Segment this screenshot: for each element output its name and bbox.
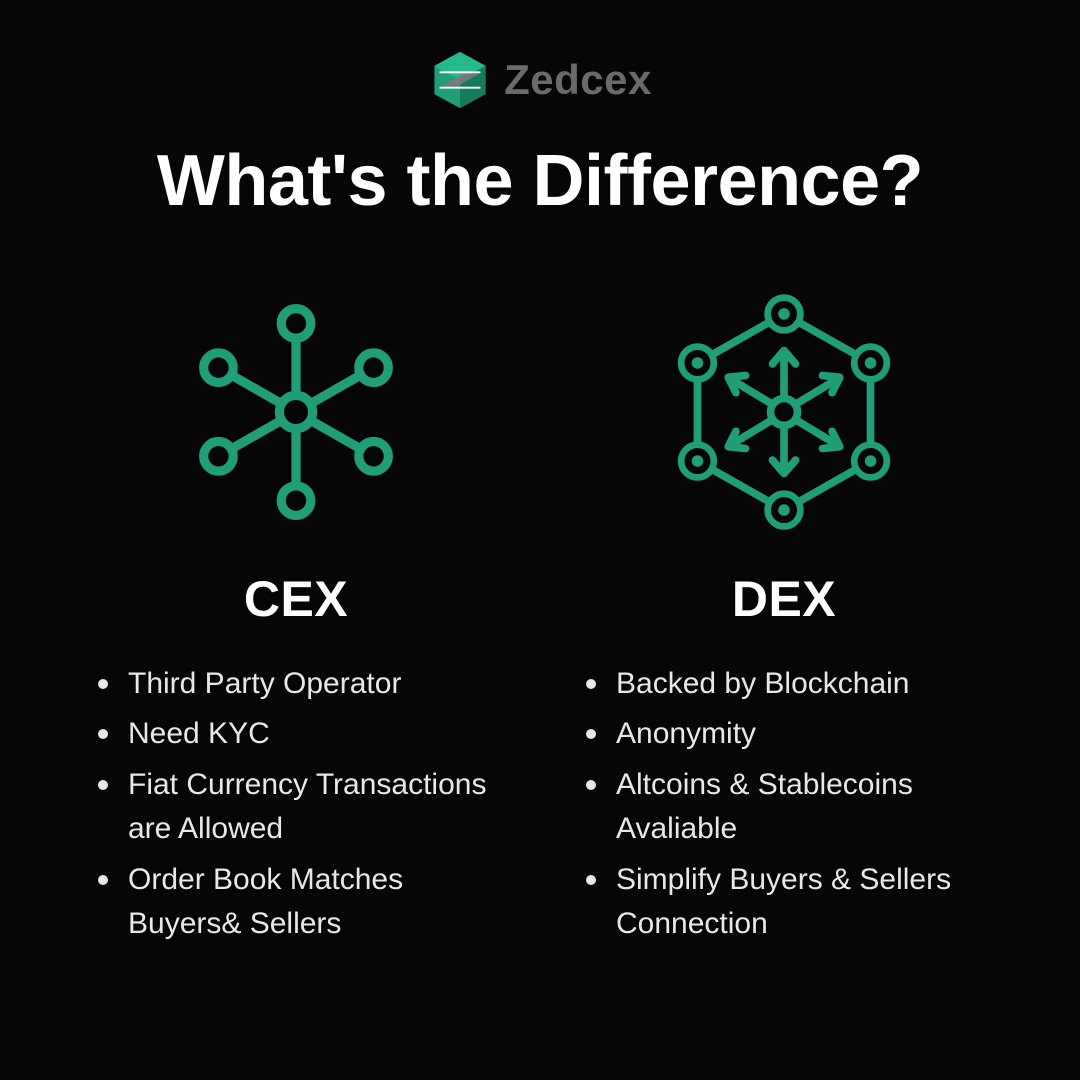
infographic-container: Zedcex What's the Difference? — [0, 0, 1080, 1080]
centralized-hub-icon — [176, 292, 416, 532]
dex-title: DEX — [732, 570, 836, 628]
list-item: Need KYC — [90, 712, 510, 756]
list-item: Anonymity — [578, 712, 998, 756]
column-dex: DEX Backed by Blockchain Anonymity Altco… — [570, 282, 998, 952]
list-item: Order Book Matches Buyers& Sellers — [90, 858, 510, 947]
dex-bullets: Backed by Blockchain Anonymity Altcoins … — [570, 662, 998, 952]
list-item: Backed by Blockchain — [578, 662, 998, 706]
cex-title: CEX — [244, 570, 348, 628]
list-item: Third Party Operator — [90, 662, 510, 706]
headline: What's the Difference? — [157, 140, 923, 222]
cex-icon-wrap — [166, 282, 426, 542]
cex-bullets: Third Party Operator Need KYC Fiat Curre… — [82, 662, 510, 952]
list-item: Fiat Currency Transactions are Allowed — [90, 763, 510, 852]
list-item: Altcoins & Stablecoins Avaliable — [578, 763, 998, 852]
dex-icon-wrap — [654, 282, 914, 542]
column-cex: CEX Third Party Operator Need KYC Fiat C… — [82, 282, 510, 952]
columns: CEX Third Party Operator Need KYC Fiat C… — [0, 282, 1080, 952]
brand-logo-icon — [428, 48, 492, 112]
list-item: Simplify Buyers & Sellers Connection — [578, 858, 998, 947]
brand-name: Zedcex — [504, 56, 652, 104]
decentralized-network-icon — [659, 287, 909, 537]
brand: Zedcex — [428, 48, 652, 112]
